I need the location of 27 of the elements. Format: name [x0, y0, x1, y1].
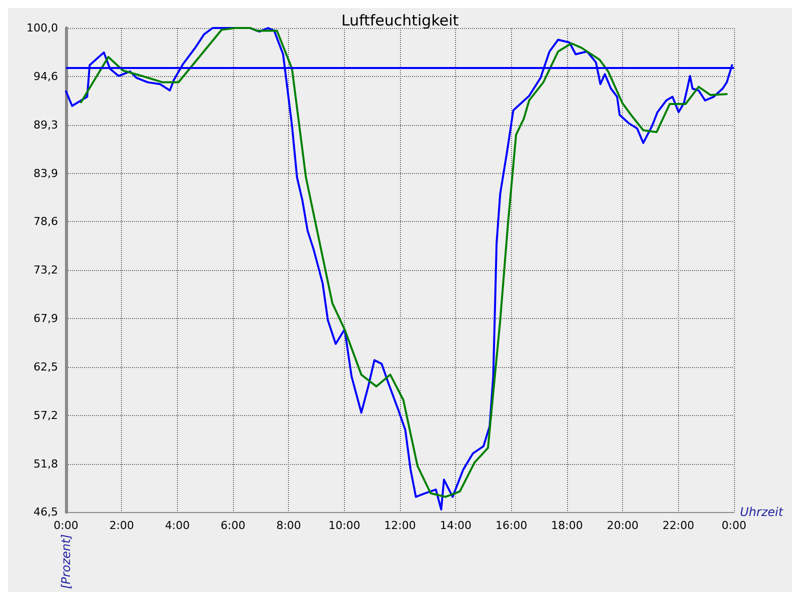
y-tick-label: 78,6: [34, 215, 58, 228]
x-tick-label: 20:00: [606, 519, 639, 532]
x-tick-label: 18:00: [551, 519, 583, 532]
y-tick-label: 83,9: [34, 166, 58, 180]
y-axis-title: [Prozent]: [59, 534, 73, 589]
y-tick-label: 73,2: [34, 264, 58, 277]
x-tick-label: 0:00: [722, 519, 746, 532]
y-tick-label: 46,5: [34, 506, 58, 519]
y-tick-label: 67,9: [34, 312, 58, 326]
y-tick-label: 51,8: [34, 457, 58, 470]
y-tick-label: 62,5: [34, 360, 58, 374]
x-tick-label: 8:00: [276, 519, 302, 532]
x-tick-label: 6:00: [220, 519, 246, 532]
y-tick-label: 94,6: [34, 70, 58, 83]
x-axis-title: Uhrzeit: [740, 505, 784, 520]
x-tick-label: 4:00: [164, 519, 190, 532]
x-tick-label: 22:00: [662, 519, 694, 532]
x-tick-label: 10:00: [328, 519, 360, 532]
x-tick-label: 12:00: [384, 519, 416, 532]
x-tick-label: 0:00: [54, 519, 78, 532]
y-tick-label: 100,0: [26, 22, 58, 34]
chart-title: Luftfeuchtigkeit: [341, 12, 459, 30]
x-tick-label: 14:00: [440, 519, 472, 532]
x-tick-label: 2:00: [109, 519, 134, 532]
y-tick-label: 57,2: [34, 408, 58, 422]
x-tick-label: 16:00: [495, 519, 528, 532]
y-tick-label: 89,3: [34, 118, 58, 132]
